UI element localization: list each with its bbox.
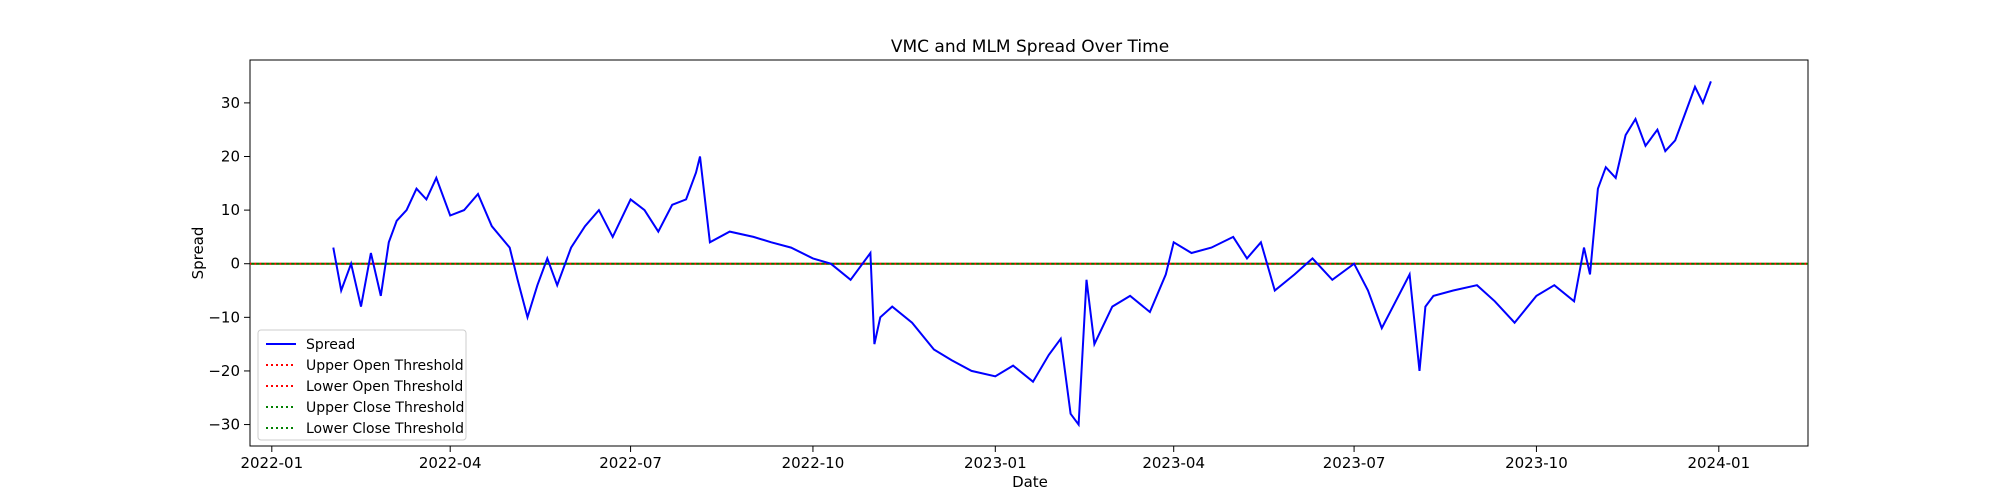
legend-label: Lower Open Threshold <box>306 379 463 395</box>
x-tick-label: 2022-07 <box>599 454 662 472</box>
y-tick-label: 0 <box>230 255 240 273</box>
y-tick-label: 10 <box>221 201 240 219</box>
y-tick-label: 20 <box>221 148 240 166</box>
x-tick-label: 2022-01 <box>240 454 303 472</box>
legend-label: Upper Close Threshold <box>306 400 464 416</box>
y-tick-label: −20 <box>208 362 240 380</box>
x-tick-label: 2022-10 <box>782 454 845 472</box>
legend-box <box>257 329 467 441</box>
y-tick-label: −10 <box>208 308 240 326</box>
legend: Spread Upper Open Threshold Lower Open Thr… <box>257 329 467 441</box>
y-tick-label: 30 <box>221 94 240 112</box>
x-tick-label: 2023-10 <box>1505 454 1568 472</box>
legend-label: Lower Close Threshold <box>306 421 464 437</box>
x-tick-label: 2024-01 <box>1687 454 1750 472</box>
spread-series-line <box>332 81 1712 428</box>
y-axis-label: Spread <box>189 227 207 280</box>
x-tick-label: 2023-04 <box>1142 454 1205 472</box>
y-axis: −30 −20 −10 0 10 20 30 <box>208 94 250 434</box>
x-tick-label: 2023-07 <box>1323 454 1386 472</box>
y-tick-label: −30 <box>208 416 240 434</box>
chart-title: VMC and MLM Spread Over Time <box>891 37 1169 57</box>
x-axis: 2022-01 2022-04 2022-07 2022-10 2023-01 2023-… <box>240 446 1750 472</box>
legend-label: Spread <box>306 337 355 353</box>
x-tick-label: 2023-01 <box>964 454 1027 472</box>
x-tick-label: 2022-04 <box>419 454 482 472</box>
plot-area <box>249 59 1809 447</box>
x-axis-label: Date <box>1012 473 1048 491</box>
legend-label: Upper Open Threshold <box>306 358 464 374</box>
